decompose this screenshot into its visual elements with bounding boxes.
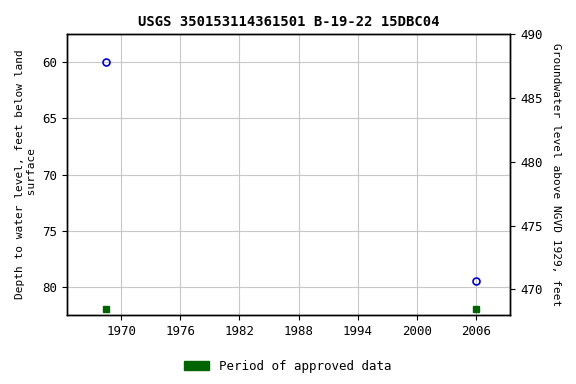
Y-axis label: Groundwater level above NGVD 1929, feet: Groundwater level above NGVD 1929, feet <box>551 43 561 306</box>
Y-axis label: Depth to water level, feet below land
 surface: Depth to water level, feet below land su… <box>15 50 37 300</box>
Title: USGS 350153114361501 B-19-22 15DBC04: USGS 350153114361501 B-19-22 15DBC04 <box>138 15 439 29</box>
Legend: Period of approved data: Period of approved data <box>179 355 397 378</box>
